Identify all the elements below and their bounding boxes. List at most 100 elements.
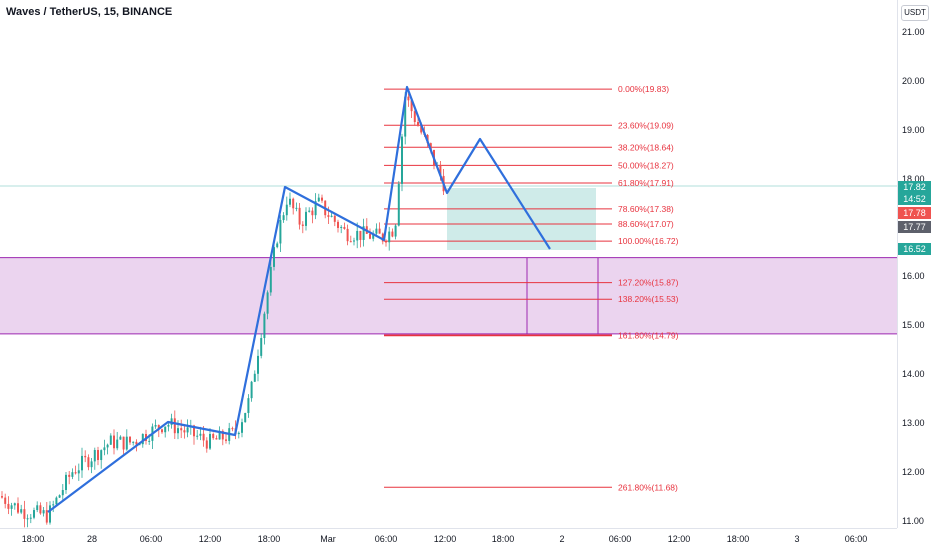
candle-body xyxy=(413,111,416,123)
candle-body xyxy=(269,266,272,293)
time-tick: 18:00 xyxy=(21,534,45,544)
time-tick: 18:00 xyxy=(726,534,750,544)
fib-label: 100.00%(16.72) xyxy=(618,236,679,246)
candle-body xyxy=(292,198,295,209)
price-tick: 14.00 xyxy=(902,368,925,379)
time-tick: Mar xyxy=(320,534,336,544)
candle-body xyxy=(253,373,256,382)
candle-body xyxy=(39,505,42,514)
price-tick: 21.00 xyxy=(902,27,925,37)
candle-body xyxy=(36,505,39,511)
candle-body xyxy=(439,164,442,176)
candle-body xyxy=(141,434,144,445)
candle-body xyxy=(161,429,163,433)
candle-body xyxy=(42,510,45,514)
candle-body xyxy=(164,426,167,433)
candle-body xyxy=(20,509,23,513)
candle-body xyxy=(349,241,352,243)
time-tick: 3 xyxy=(794,534,800,544)
candle-body xyxy=(343,226,346,229)
time-tick: 06:00 xyxy=(844,534,868,544)
candle-body xyxy=(397,183,400,226)
pattern-line xyxy=(47,85,551,513)
candle-body xyxy=(212,433,215,439)
candle-body xyxy=(260,338,263,356)
candle-body xyxy=(346,228,349,242)
price-tick: 18.00 xyxy=(902,173,925,184)
candle-body xyxy=(55,497,58,505)
candle-body xyxy=(205,440,208,449)
candle-body xyxy=(173,418,176,434)
candle-body xyxy=(289,198,291,205)
candle-body xyxy=(237,432,240,435)
time-tick: 06:00 xyxy=(139,534,163,544)
candle-body xyxy=(58,495,61,498)
candle-body xyxy=(45,510,48,523)
candle-body xyxy=(186,427,189,433)
candle-body xyxy=(177,428,179,434)
time-tick: 12:00 xyxy=(433,534,457,544)
fib-label: 138.20%(15.53) xyxy=(618,294,679,304)
candle-body xyxy=(116,439,119,449)
candle-body xyxy=(218,430,221,440)
candle-body xyxy=(337,221,339,228)
chart-area[interactable]: Waves / TetherUS, 15, BINANCE 0.00%(19.8… xyxy=(0,0,897,528)
candle-body xyxy=(394,225,397,237)
candle-body xyxy=(330,215,333,217)
candle-body xyxy=(103,447,106,451)
price-tick: 12.00 xyxy=(902,466,925,477)
candle-body xyxy=(183,430,186,433)
candle-body xyxy=(68,474,71,477)
candle-body xyxy=(410,100,413,112)
time-axis[interactable]: 18:00 28 06:00 12:00 18:00 Mar 06:00 12:00 18:00… xyxy=(0,528,897,551)
price-badge: 17.78 xyxy=(898,207,931,219)
candle-body xyxy=(247,398,250,413)
candle-body xyxy=(23,509,26,519)
candle-body xyxy=(52,504,55,506)
price-tick: 13.00 xyxy=(902,417,925,428)
candle-body xyxy=(17,503,19,513)
price-chart[interactable]: 0.00%(19.83) 23.60%(19.09) 38.20%(18.64) 50… xyxy=(0,0,897,528)
price-axis[interactable]: USDT 21.0020.0019.0018.0017.0016.0015.00… xyxy=(897,0,932,528)
candle-body xyxy=(407,96,410,101)
candle-body xyxy=(263,313,266,339)
candle-body xyxy=(113,435,115,449)
candle-body xyxy=(167,424,170,427)
fib-label: 23.60%(19.09) xyxy=(618,120,674,130)
candle-body xyxy=(199,433,202,436)
candle-body xyxy=(61,490,64,496)
candle-body xyxy=(381,233,384,242)
price-tick: 15.00 xyxy=(902,320,925,331)
time-tick: 18:00 xyxy=(491,534,515,544)
candle-body xyxy=(340,226,343,228)
target-box xyxy=(447,188,596,250)
candle-body xyxy=(84,455,87,458)
time-tick: 12:00 xyxy=(198,534,222,544)
candle-body xyxy=(305,211,307,226)
fib-label: 127.20%(15.87) xyxy=(618,278,679,288)
candle-body xyxy=(285,204,288,216)
currency-label[interactable]: USDT xyxy=(901,5,929,21)
candle-body xyxy=(266,292,269,314)
candle-body xyxy=(196,435,199,437)
candle-body xyxy=(129,436,131,443)
candle-body xyxy=(391,231,394,237)
price-tick: 20.00 xyxy=(902,75,925,86)
candle-body xyxy=(282,215,285,221)
candle-body xyxy=(250,381,253,399)
candle-body xyxy=(138,444,141,446)
time-tick: 12:00 xyxy=(667,534,691,544)
fib-label: 261.80%(11.68) xyxy=(618,482,678,492)
price-tick: 19.00 xyxy=(902,124,925,135)
candle-body xyxy=(221,430,224,440)
candle-body xyxy=(273,247,275,267)
candle-body xyxy=(125,436,128,450)
candle-body xyxy=(244,412,247,423)
candle-body xyxy=(215,438,218,440)
candle-body xyxy=(231,428,234,430)
candle-body xyxy=(10,505,13,509)
fib-label: 38.20%(18.64) xyxy=(618,142,674,152)
candle-body xyxy=(157,425,160,430)
candle-body xyxy=(1,496,3,498)
candle-body xyxy=(375,228,378,234)
